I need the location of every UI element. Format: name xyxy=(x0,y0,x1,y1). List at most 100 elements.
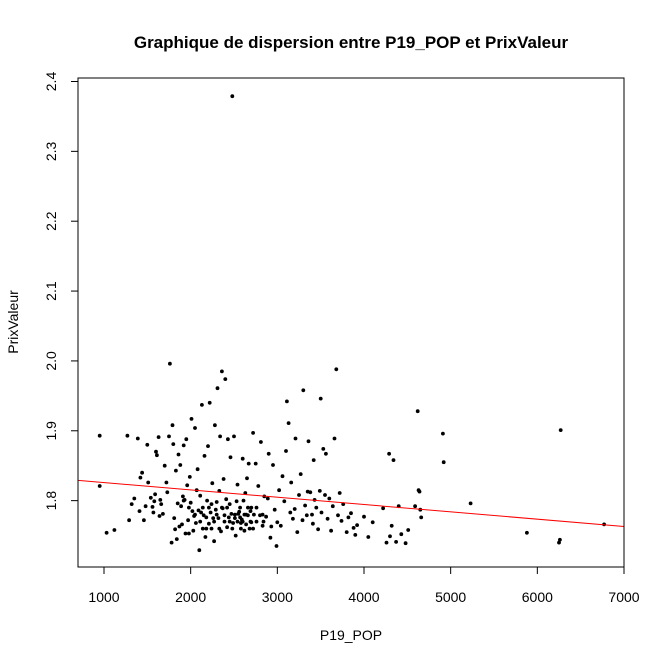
data-point xyxy=(196,508,201,513)
data-point xyxy=(112,528,117,532)
data-point xyxy=(266,451,271,456)
data-point xyxy=(193,426,197,430)
data-point xyxy=(317,489,322,493)
data-point xyxy=(264,514,268,519)
data-point xyxy=(394,540,398,544)
data-point xyxy=(157,514,162,518)
data-point xyxy=(366,535,371,539)
data-point xyxy=(190,509,195,513)
x-axis: 1000 2000 3000 4000 5000 6000 7000 xyxy=(88,566,640,605)
data-point xyxy=(274,544,279,548)
data-point xyxy=(221,477,226,481)
data-point xyxy=(217,526,222,531)
x-tick-label: 6000 xyxy=(522,589,553,605)
data-point xyxy=(207,400,212,405)
data-point xyxy=(260,512,265,517)
x-tick-label: 1000 xyxy=(88,589,119,605)
y-tick-label: 2.0 xyxy=(43,351,59,371)
data-point xyxy=(291,516,295,521)
data-point xyxy=(227,519,232,524)
data-point xyxy=(154,449,158,454)
data-point xyxy=(325,516,330,521)
data-point xyxy=(207,505,211,510)
data-point xyxy=(286,421,291,425)
data-point xyxy=(337,491,342,495)
data-point xyxy=(211,516,216,520)
data-point xyxy=(355,523,359,527)
data-point xyxy=(186,518,191,523)
data-point xyxy=(339,519,344,523)
data-point xyxy=(137,509,142,513)
data-point xyxy=(413,504,417,509)
plot-area xyxy=(77,77,625,568)
data-point xyxy=(251,526,256,531)
data-point xyxy=(169,540,174,545)
data-point xyxy=(245,476,249,481)
data-point xyxy=(215,386,220,391)
data-point xyxy=(246,505,250,510)
data-point xyxy=(330,504,335,509)
data-point xyxy=(183,531,188,536)
data-point xyxy=(229,512,234,516)
data-point xyxy=(191,528,196,533)
data-point xyxy=(232,434,236,439)
data-point xyxy=(306,439,311,444)
data-point xyxy=(159,502,164,506)
data-point xyxy=(558,428,563,432)
data-point xyxy=(179,504,184,509)
data-point xyxy=(525,530,529,535)
data-point xyxy=(301,388,306,393)
data-point xyxy=(143,504,148,509)
data-point xyxy=(230,94,235,99)
data-point xyxy=(189,417,194,421)
data-point xyxy=(241,498,246,503)
data-point xyxy=(318,396,323,401)
data-points xyxy=(97,94,606,553)
data-point xyxy=(298,472,303,476)
data-point xyxy=(321,447,326,451)
data-point xyxy=(303,503,307,508)
data-point xyxy=(187,531,191,536)
data-point xyxy=(244,512,249,517)
data-point xyxy=(381,506,385,511)
data-point xyxy=(558,537,562,542)
data-point xyxy=(127,518,131,523)
data-point xyxy=(172,516,177,520)
data-point xyxy=(235,519,240,524)
x-axis-title: P19_POP xyxy=(320,627,382,643)
data-point xyxy=(260,523,265,528)
data-point xyxy=(225,525,230,530)
data-point xyxy=(310,512,314,517)
data-point xyxy=(284,449,288,453)
data-point xyxy=(194,521,198,525)
data-point xyxy=(193,512,197,517)
data-point xyxy=(132,496,137,501)
data-point xyxy=(334,367,339,372)
data-point xyxy=(240,456,245,461)
data-point xyxy=(295,530,300,534)
data-point xyxy=(216,516,221,520)
data-point xyxy=(156,435,161,439)
data-point xyxy=(248,519,253,524)
data-point xyxy=(151,510,156,515)
data-point xyxy=(168,361,172,366)
data-point xyxy=(204,515,209,520)
data-point xyxy=(204,526,209,531)
data-point xyxy=(259,440,263,444)
data-point xyxy=(282,499,287,504)
data-point xyxy=(150,505,155,509)
data-point xyxy=(212,519,217,524)
data-point xyxy=(174,537,179,541)
data-point xyxy=(138,475,143,480)
data-point xyxy=(181,494,185,499)
data-point xyxy=(214,500,219,504)
data-point xyxy=(289,480,294,485)
data-point xyxy=(202,454,207,458)
data-point xyxy=(213,507,218,512)
data-point xyxy=(158,498,163,502)
data-point xyxy=(300,518,305,523)
plot-frame xyxy=(77,77,625,568)
data-point xyxy=(233,533,238,538)
data-point xyxy=(170,423,175,428)
data-point xyxy=(254,519,259,524)
